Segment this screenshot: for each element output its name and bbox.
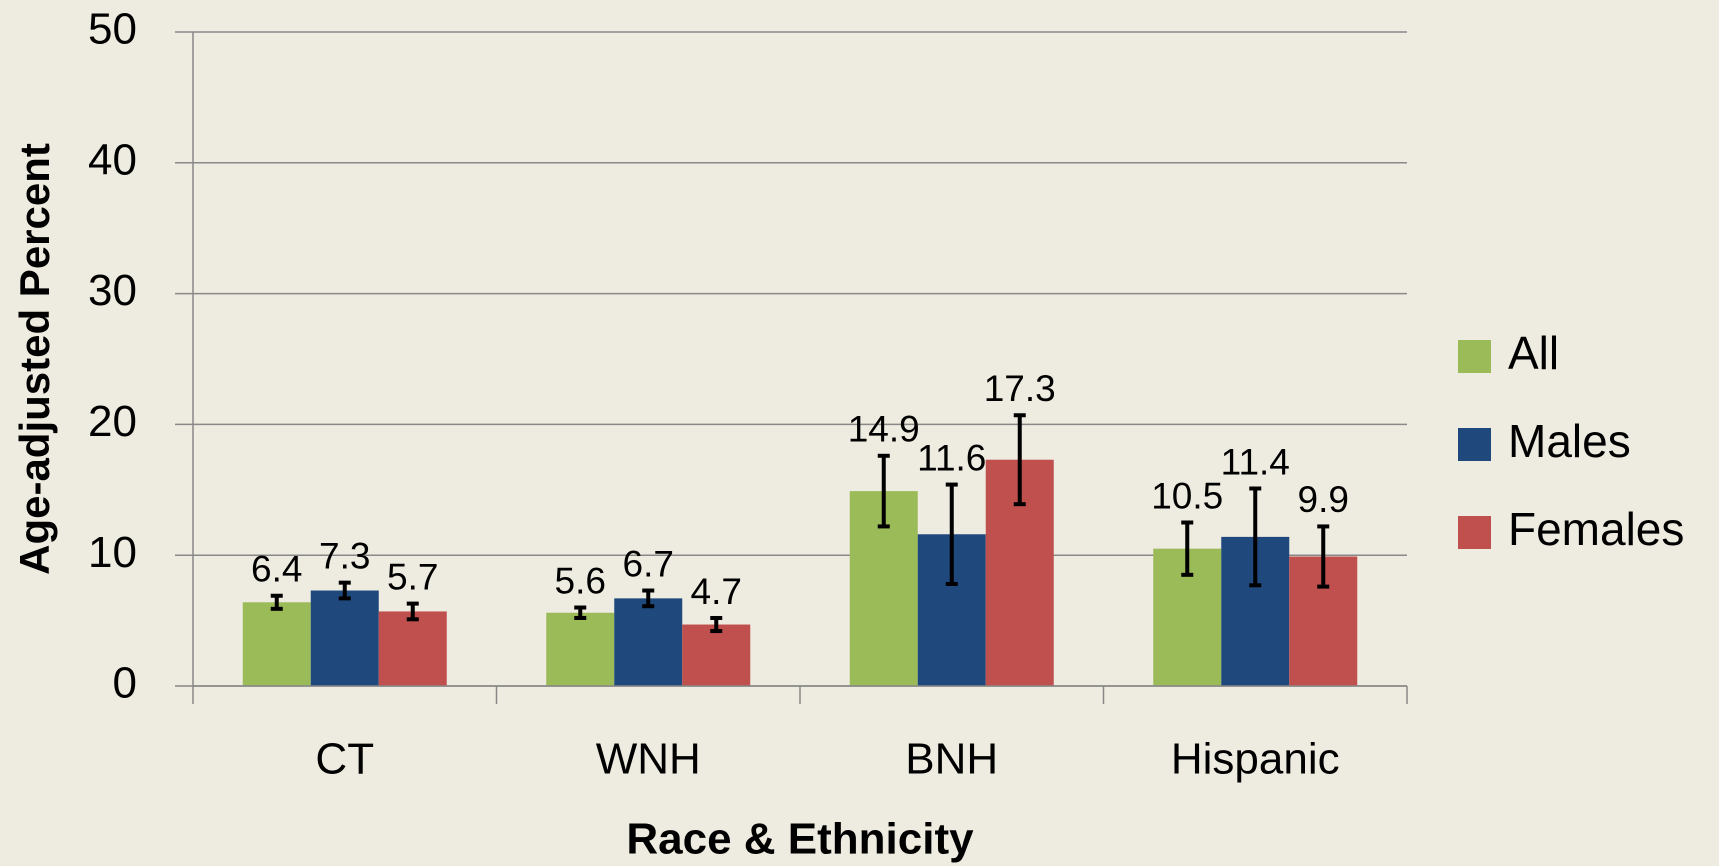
data-label: 11.4 — [1221, 441, 1290, 482]
bar — [682, 624, 751, 686]
y-tick-label: 20 — [88, 397, 137, 446]
error-bar — [1013, 413, 1026, 507]
data-label: 6.4 — [251, 549, 302, 590]
data-label: 5.6 — [555, 560, 606, 601]
bar — [614, 598, 683, 686]
error-bar — [574, 605, 587, 620]
data-label: 5.7 — [387, 556, 438, 597]
bar — [378, 611, 447, 686]
error-bar — [877, 453, 890, 529]
legend-swatch — [1458, 340, 1491, 373]
x-axis-title: Race & Ethnicity — [626, 815, 974, 864]
legend-label: All — [1508, 327, 1559, 379]
y-tick-label: 30 — [88, 266, 137, 315]
y-tick-label: 10 — [88, 528, 137, 577]
error-bar — [1249, 486, 1262, 588]
y-axis-title: Age-adjusted Percent — [11, 143, 58, 575]
data-label: 4.7 — [691, 571, 742, 612]
x-tick-label: CT — [315, 735, 374, 784]
error-bar — [270, 593, 283, 611]
data-label: 6.7 — [623, 543, 674, 584]
legend-label: Males — [1508, 415, 1631, 467]
error-bar — [338, 580, 351, 601]
error-bar — [1317, 524, 1330, 589]
x-tick-label: WNH — [596, 735, 701, 784]
bar — [310, 590, 379, 686]
error-bar — [1181, 520, 1194, 577]
error-bar — [406, 601, 419, 622]
x-tick-label: BNH — [905, 735, 998, 784]
legend-swatch — [1458, 428, 1491, 461]
data-label: 14.9 — [848, 409, 920, 450]
x-tick-label: Hispanic — [1171, 735, 1340, 784]
error-bar — [710, 615, 723, 634]
bar — [242, 602, 311, 686]
y-tick-label: 40 — [88, 135, 137, 184]
legend-swatch — [1458, 516, 1491, 549]
y-tick-label: 0 — [113, 659, 137, 708]
data-label: 7.3 — [319, 535, 370, 576]
error-bar — [642, 588, 655, 609]
y-tick-label: 50 — [88, 5, 137, 54]
bar — [546, 612, 615, 686]
error-bar — [945, 482, 958, 586]
data-label: 9.9 — [1298, 479, 1349, 520]
legend-label: Females — [1508, 503, 1684, 555]
data-label: 11.6 — [917, 437, 986, 478]
data-label: 10.5 — [1151, 475, 1223, 516]
data-label: 17.3 — [984, 368, 1056, 409]
